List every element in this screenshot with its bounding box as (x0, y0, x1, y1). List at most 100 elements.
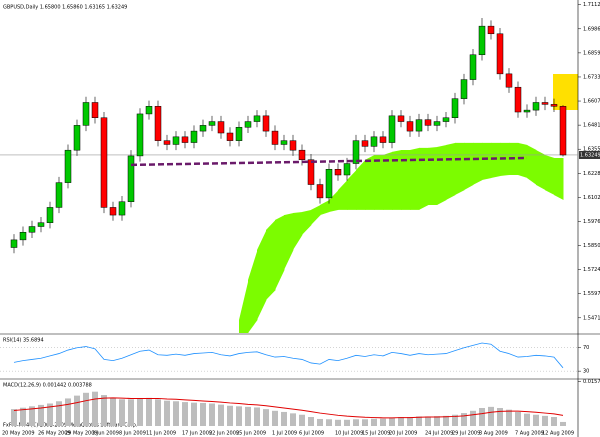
candle-body (280, 140, 288, 145)
candle-body (10, 239, 18, 248)
macd-bar (119, 399, 125, 426)
macd-bar (200, 402, 206, 426)
candle-body (415, 119, 423, 132)
candle-body (451, 98, 459, 118)
candle-body (316, 184, 324, 199)
macd-bar (488, 406, 494, 426)
candle-body (541, 102, 549, 105)
candle-body (64, 149, 72, 183)
cloud (284, 212, 294, 271)
macd-bar (263, 409, 269, 426)
candle-body (307, 159, 315, 185)
macd-bar (326, 419, 332, 426)
macd-bar (470, 410, 476, 426)
macd-bar (389, 417, 395, 426)
candle-body (550, 104, 558, 107)
macd-bar (11, 409, 17, 426)
y-tick-label: 30 (583, 369, 589, 375)
cloud (554, 158, 564, 200)
cloud (347, 170, 357, 210)
macd-bar (137, 398, 143, 426)
x-tick-label: 26 May 2009 (38, 431, 71, 437)
candle-body (361, 140, 369, 147)
macd-bar (65, 398, 71, 426)
candle-body (271, 130, 279, 145)
candle-body (433, 121, 441, 126)
macd-bar (218, 404, 224, 426)
cloud (392, 149, 402, 210)
candle-body (424, 119, 432, 126)
candle-body (28, 226, 36, 233)
x-tick-label: 7 Aug 2009 (515, 431, 544, 437)
x-tick-label: 6 Jul 2009 (299, 431, 324, 437)
candle-body (145, 106, 153, 115)
support-line (130, 156, 528, 167)
x-tick-label: 29 Jul 2009 (452, 431, 480, 437)
cloud (446, 142, 456, 200)
candle-body (460, 79, 468, 99)
cloud (356, 159, 366, 210)
macd-bar (443, 415, 449, 426)
y-tick-label: 1.61027 (583, 195, 600, 201)
macd-bar (191, 402, 197, 426)
macd-bar (524, 413, 530, 426)
macd-bar (209, 403, 215, 426)
cloud (365, 154, 375, 210)
macd-bar (47, 403, 53, 426)
candle-body (442, 117, 450, 122)
candle-body (370, 136, 378, 147)
cloud (239, 279, 249, 333)
macd-bar (56, 401, 62, 426)
candle-body (154, 106, 162, 141)
macd-bar (344, 419, 350, 426)
cloud (410, 147, 420, 210)
price-label-box (579, 150, 600, 159)
candle-body (118, 201, 126, 216)
macd-bar (479, 408, 485, 426)
candle-body (91, 102, 99, 118)
x-tick-label: 8 Jun 2009 (119, 431, 146, 437)
macd-bar (227, 405, 233, 426)
y-tick-label: 1.59765 (583, 219, 600, 225)
macd-bar (497, 408, 503, 426)
macd-bar (416, 416, 422, 426)
cloud (338, 179, 348, 210)
candle-body (559, 106, 567, 156)
cloud (464, 142, 474, 191)
candle-body (298, 149, 306, 160)
candle-body (532, 102, 540, 111)
cloud (266, 220, 276, 300)
macd-bar (83, 392, 89, 426)
candle-body (514, 86, 522, 113)
candle-body (253, 115, 261, 122)
macd-bar (38, 404, 44, 426)
candle-body (226, 132, 234, 141)
y-tick-label: 70 (583, 345, 589, 351)
candle-body (208, 121, 216, 126)
cloud (248, 249, 258, 333)
cloud (311, 204, 321, 225)
macd-bar (362, 419, 368, 426)
macd-title: MACD(12,26,9) 0.001442 0.003788 (3, 383, 92, 389)
macd-bar (308, 417, 314, 426)
macd-bar (542, 415, 548, 426)
candle-body (73, 125, 81, 151)
y-tick-label: 1.58503 (583, 243, 600, 249)
candle-body (523, 109, 531, 113)
cloud (275, 215, 285, 291)
cloud (383, 151, 393, 210)
candle-body (325, 169, 333, 199)
y-tick-label: 1.55979 (583, 291, 600, 297)
x-tick-label: 25 Jun 2009 (236, 431, 266, 437)
candle-body (289, 140, 297, 151)
cloud (329, 190, 339, 213)
macd-bar (245, 406, 251, 426)
candle-body (46, 207, 54, 223)
candle-body (172, 136, 180, 145)
candle-body (217, 121, 225, 134)
cloud (482, 142, 492, 180)
x-tick-label: 1 Jul 2009 (272, 431, 297, 437)
